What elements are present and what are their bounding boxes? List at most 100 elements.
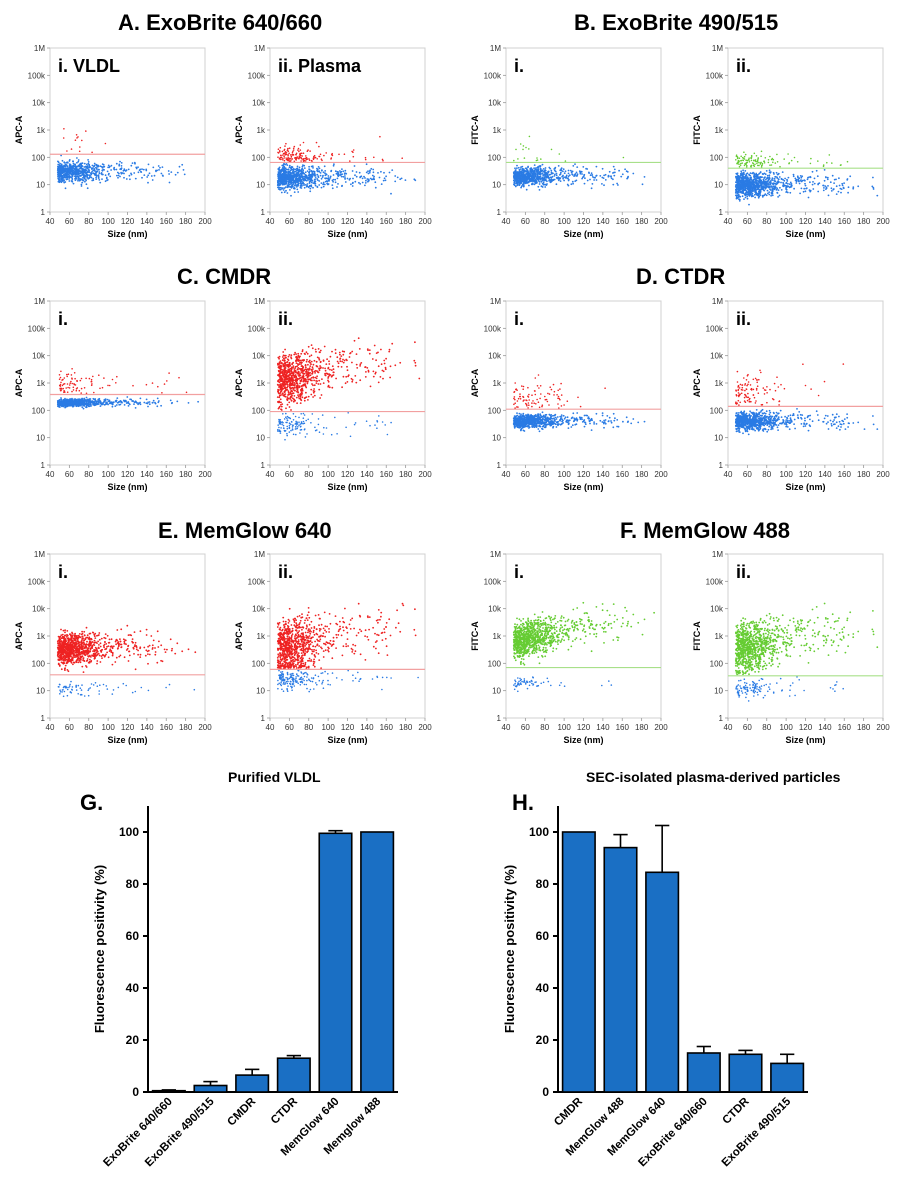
x-tick-label: 80 [762,217,771,226]
scatter-point [298,424,300,427]
scatter-point [85,163,88,166]
scatter-point [825,188,827,191]
scatter-point [81,178,83,181]
scatter-point [57,168,60,171]
scatter-point [827,185,829,187]
scatter-point [828,154,831,156]
scatter-point [735,175,737,178]
scatter-point [751,195,754,197]
scatter-point [349,435,352,438]
scatter-point [85,377,87,380]
scatter-point [101,386,104,389]
scatter-point [58,374,61,376]
scatter-point [793,187,795,190]
scatter-point [71,399,73,402]
scatter-point [575,179,578,182]
scatter-point [562,177,564,180]
scatter-point [762,188,764,191]
scatter-point [766,174,769,177]
scatter-point [294,168,297,171]
scatter-point [742,182,745,185]
scatter-point [582,175,585,178]
scatter-point [742,169,744,172]
scatter-point [612,178,614,181]
scatter-point [305,176,308,179]
scatter-point [559,180,562,183]
scatter-point [517,158,519,160]
x-tick-label: 180 [399,217,413,226]
scatter-point [601,176,604,179]
scatter-point [167,170,170,172]
scatter-point [800,187,803,190]
scatter-point [70,148,73,150]
scatter-series-green [513,135,625,162]
scatter-series-blue [734,169,879,206]
scatter-point [610,175,612,178]
scatter-point [550,171,553,174]
scatter-point [310,185,313,188]
scatter-point [290,177,292,180]
scatter-point [777,172,780,175]
scatter-point [97,168,100,171]
scatter-point [297,426,299,428]
scatter-point [604,173,607,176]
scatter-point [342,170,345,173]
scatter-point [761,164,764,166]
scatter-point [87,162,90,165]
scatter-point [132,384,134,387]
x-tick-label: 120 [341,470,355,479]
scatter-point [296,423,298,425]
scatter-point [99,405,102,407]
scatter-point [741,174,744,177]
scatter-point [71,377,73,379]
scatter-point [830,187,833,190]
y-tick-label: 10 [714,181,723,190]
scatter-point [367,172,370,175]
plot-sublabel: i. [58,309,68,329]
x-tick-label: 160 [380,470,394,479]
x-tick-label: 120 [341,217,355,226]
scatter-point [310,169,313,172]
scatter-point [368,171,371,174]
scatter-point [756,180,759,182]
scatter-point [774,180,777,183]
scatter-point [617,184,619,186]
scatter-point [293,145,296,148]
scatter-point [104,142,107,145]
scatter-point [835,178,837,181]
scatter-point [543,171,546,174]
scatter-point [533,164,536,166]
scatter-point [316,179,319,182]
scatter-point [746,164,748,167]
scatter-point [162,175,164,177]
scatter-point [355,175,358,178]
scatter-point [60,170,62,173]
scatter-point [74,169,77,171]
scatter-point [532,178,535,181]
scatter-point [843,182,845,185]
scatter-point [769,164,771,166]
scatter-point [299,423,302,425]
scatter-point [58,406,61,408]
scatter-point [525,188,528,191]
y-tick-label: 100 [710,153,724,162]
scatter-point [283,187,286,190]
x-tick-label: 80 [84,217,93,226]
scatter-point [329,177,332,179]
scatter-point [382,377,384,380]
scatter-point [284,153,287,155]
scatter-point [71,382,73,385]
scatter-point [306,150,309,152]
scatter-point [73,404,76,406]
scatter-point [131,162,134,164]
scatter-point [758,190,760,193]
scatter-point [145,169,148,172]
scatter-point [612,183,615,186]
scatter-point [93,162,96,165]
scatter-point [81,170,84,173]
scatter-point [77,179,79,182]
scatter-point [296,184,299,186]
scatter-point [280,181,282,184]
scatter-point [823,187,825,189]
